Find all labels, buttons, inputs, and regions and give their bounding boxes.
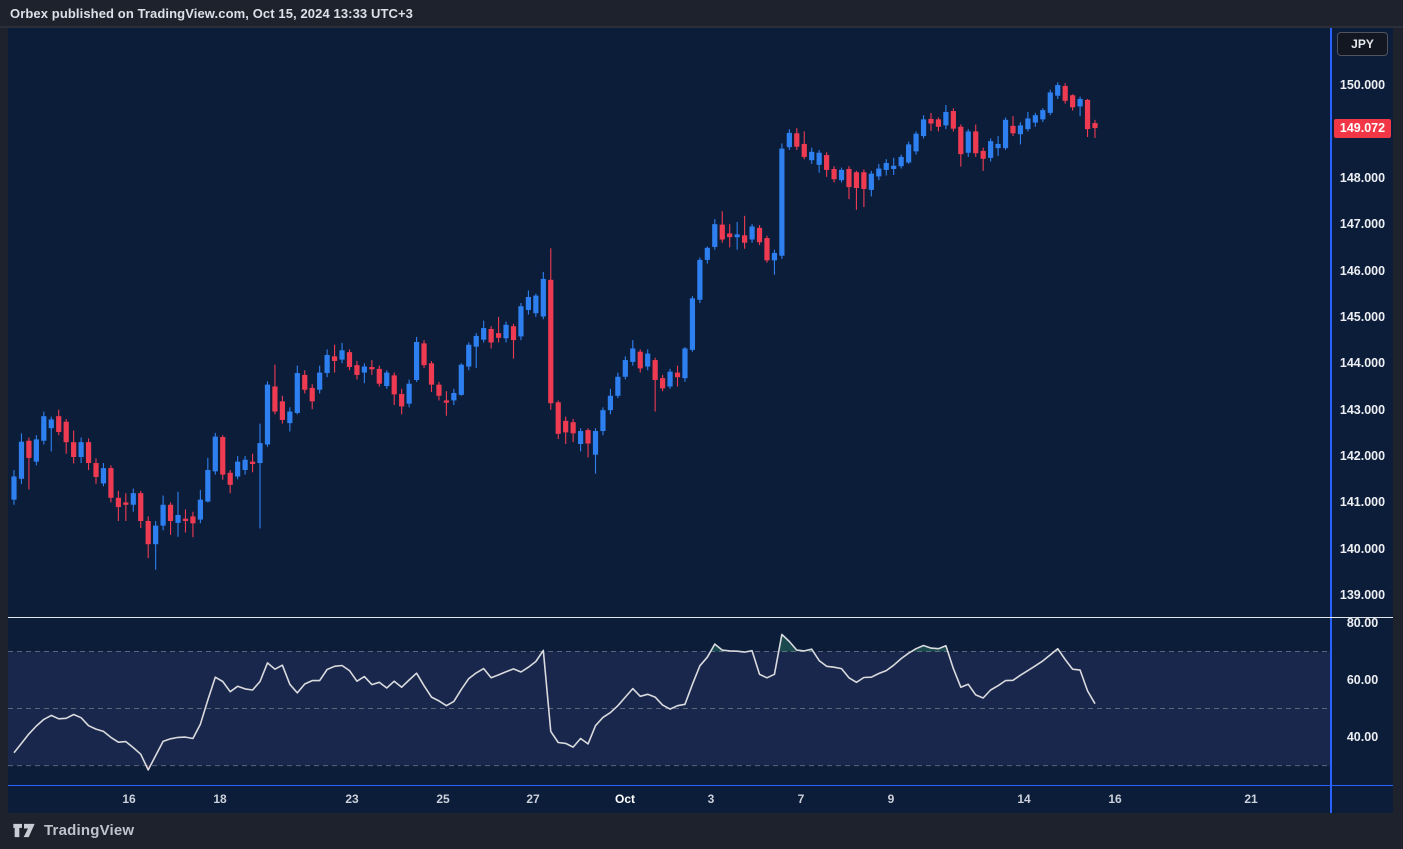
time-axis-border: [8, 785, 1393, 786]
price-axis-label: 143.000: [1339, 402, 1386, 417]
tradingview-logo-icon[interactable]: [12, 821, 36, 840]
publish-banner-text: Orbex published on TradingView.com, Oct …: [10, 5, 413, 21]
time-axis-label: 16: [1108, 792, 1122, 806]
price-axis-label: 141.000: [1339, 495, 1386, 510]
price-axis-label: 145.000: [1339, 309, 1386, 324]
candlestick-pane[interactable]: [8, 28, 1330, 617]
price-axis-border: [1330, 28, 1332, 813]
price-axis-label: 148.000: [1339, 170, 1386, 185]
rsi-pane[interactable]: [8, 617, 1330, 785]
price-axis-label: 146.000: [1339, 263, 1386, 278]
candlestick-canvas[interactable]: [8, 28, 1330, 617]
bottom-bar: TradingView: [0, 813, 1403, 847]
currency-button[interactable]: JPY: [1337, 32, 1388, 56]
price-axis-label: 140.000: [1339, 541, 1386, 556]
pane-separator[interactable]: [8, 617, 1393, 618]
time-axis-label: 18: [213, 792, 227, 806]
price-axis-label: 142.000: [1339, 449, 1386, 464]
price-axis-label: 139.000: [1339, 588, 1386, 603]
time-axis-label: 27: [526, 792, 540, 806]
publish-banner: Orbex published on TradingView.com, Oct …: [0, 0, 1403, 28]
last-price-badge: 149.072: [1334, 118, 1391, 138]
time-axis-label: 16: [122, 792, 136, 806]
time-axis-label: 25: [436, 792, 450, 806]
rsi-axis-label: 60.00: [1346, 673, 1379, 688]
chart-area: 16 18 23 25 27 Oct 3 7 9 14 16 21 JPY 149.072 150.0…: [0, 28, 1403, 813]
time-axis[interactable]: 16 18 23 25 27 Oct 3 7 9 14 16 21: [8, 785, 1330, 813]
price-axis-label: 144.000: [1339, 356, 1386, 371]
time-axis-label: 9: [887, 792, 895, 806]
time-axis-label: 3: [707, 792, 715, 806]
rsi-axis-label: 80.00: [1346, 615, 1379, 630]
right-margin-strip: [1393, 28, 1403, 813]
price-axis-label: 150.000: [1339, 78, 1386, 93]
brand-label[interactable]: TradingView: [44, 821, 135, 839]
time-axis-label: Oct: [614, 792, 636, 806]
price-axis[interactable]: JPY 149.072 150.000 148.000 147.000 146.000…: [1330, 28, 1393, 813]
time-axis-label: 14: [1017, 792, 1031, 806]
time-axis-label: 21: [1244, 792, 1258, 806]
rsi-axis-label: 40.00: [1346, 730, 1379, 745]
rsi-canvas[interactable]: [8, 617, 1330, 785]
price-axis-label: 147.000: [1339, 217, 1386, 232]
time-axis-label: 23: [345, 792, 359, 806]
time-axis-label: 7: [797, 792, 805, 806]
left-margin-strip: [0, 28, 8, 813]
